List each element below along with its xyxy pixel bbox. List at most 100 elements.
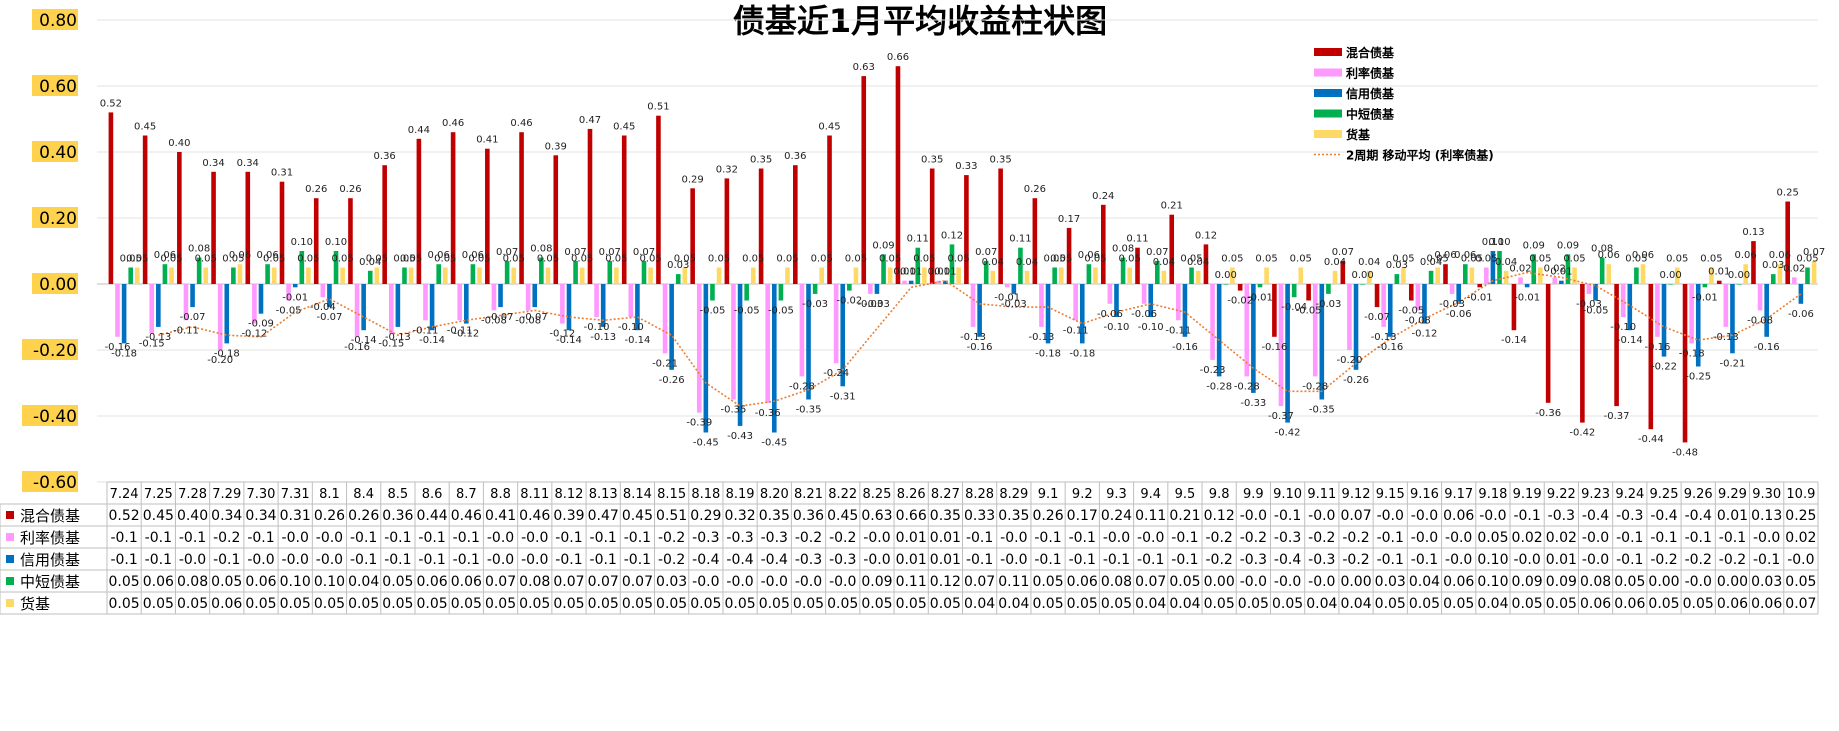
table-cell: 0.03 bbox=[1375, 574, 1406, 590]
data-label: 0.21 bbox=[1161, 201, 1183, 212]
x-tick-label: 9.9 bbox=[1243, 487, 1264, 502]
bar bbox=[1387, 284, 1393, 337]
data-label: 0.26 bbox=[305, 184, 327, 195]
data-label: -0.16 bbox=[344, 342, 370, 353]
table-cell: 0.07 bbox=[622, 574, 653, 590]
data-label: -0.22 bbox=[1651, 362, 1677, 373]
data-label: 0.05 bbox=[434, 254, 456, 265]
table-cell: 0.07 bbox=[1340, 508, 1371, 524]
bar bbox=[1538, 267, 1543, 284]
table-cell: 0.05 bbox=[690, 596, 721, 612]
table-cell: 0.31 bbox=[280, 508, 311, 524]
bar bbox=[1428, 270, 1434, 284]
table-cell: 0.05 bbox=[1169, 574, 1200, 590]
data-labels: 0.52-0.16-0.180.050.050.45-0.15-0.130.06… bbox=[100, 52, 1825, 458]
bar bbox=[108, 112, 114, 285]
data-label: -0.35 bbox=[721, 405, 747, 416]
table-cell: -0.0 bbox=[1308, 508, 1335, 524]
data-label: 0.05 bbox=[571, 254, 593, 265]
table-cell: -0.0 bbox=[487, 552, 514, 568]
table-series-name: 货基 bbox=[20, 595, 50, 613]
bar bbox=[1462, 264, 1468, 284]
table-legend-swatch bbox=[6, 555, 14, 563]
bar bbox=[1456, 284, 1461, 304]
x-tick-label: 9.25 bbox=[1650, 487, 1679, 502]
bar bbox=[1230, 267, 1235, 284]
bar bbox=[868, 284, 873, 294]
bar bbox=[929, 168, 935, 284]
table-cell: -0.3 bbox=[1308, 552, 1335, 568]
table-cell: 0.05 bbox=[1648, 596, 1679, 612]
bar bbox=[252, 284, 257, 324]
data-label: 0.45 bbox=[613, 122, 635, 133]
data-label: -0.20 bbox=[1336, 355, 1362, 366]
bar bbox=[477, 267, 482, 284]
x-tick-label: 9.16 bbox=[1410, 487, 1439, 502]
table-cell: 0.06 bbox=[417, 574, 448, 590]
data-label: 0.36 bbox=[374, 151, 396, 162]
table-cell: -0.1 bbox=[624, 530, 651, 546]
data-label: 0.01 bbox=[934, 267, 956, 278]
bar bbox=[265, 264, 270, 284]
bar bbox=[1435, 267, 1440, 284]
table-cell: -0.2 bbox=[1308, 530, 1335, 546]
bar bbox=[600, 284, 606, 327]
data-label: 0.09 bbox=[872, 240, 894, 251]
data-label: 0.05 bbox=[1666, 254, 1688, 265]
bar bbox=[1743, 264, 1748, 284]
bar bbox=[1586, 284, 1592, 294]
y-tick-bg bbox=[32, 273, 78, 294]
x-tick-label: 8.15 bbox=[657, 487, 686, 502]
bar bbox=[1366, 270, 1372, 284]
data-label: 0.01 bbox=[1708, 267, 1730, 278]
bar bbox=[1216, 284, 1222, 377]
data-label: 0.26 bbox=[339, 184, 361, 195]
bar bbox=[977, 284, 982, 337]
bar bbox=[1648, 284, 1654, 430]
table-cell: -0.0 bbox=[726, 574, 753, 590]
y-tick-bg bbox=[22, 339, 78, 360]
x-tick-label: 9.8 bbox=[1209, 487, 1230, 502]
table-cell: -0.1 bbox=[1719, 530, 1746, 546]
bar bbox=[1237, 284, 1243, 291]
bar bbox=[765, 284, 770, 403]
bar bbox=[1340, 260, 1346, 284]
table-cell: -0.2 bbox=[1685, 552, 1712, 568]
table-cell: -0.1 bbox=[213, 552, 240, 568]
data-label: 0.06 bbox=[1735, 250, 1757, 261]
table-cell: 0.07 bbox=[485, 574, 516, 590]
table-cell: -0.2 bbox=[1719, 552, 1746, 568]
bar bbox=[1518, 277, 1523, 284]
data-label: -0.43 bbox=[727, 431, 753, 442]
data-label: 0.04 bbox=[982, 257, 1004, 268]
x-tick-label: 7.30 bbox=[247, 487, 276, 502]
table-cell: -0.3 bbox=[761, 530, 788, 546]
bar bbox=[587, 128, 593, 284]
table-cell: 0.46 bbox=[519, 508, 550, 524]
bar bbox=[1702, 284, 1708, 288]
bar bbox=[340, 267, 345, 284]
data-label: 0.04 bbox=[1324, 257, 1346, 268]
data-label: -0.03 bbox=[864, 299, 890, 310]
bar bbox=[758, 168, 764, 284]
data-label: 0.09 bbox=[1557, 240, 1579, 251]
bar bbox=[964, 175, 969, 284]
data-label: 0.05 bbox=[297, 254, 319, 265]
table-cell: -0.0 bbox=[1000, 530, 1027, 546]
table-cell: 0.35 bbox=[759, 508, 790, 524]
table-cell: 0.10 bbox=[1477, 552, 1508, 568]
data-label: -0.13 bbox=[590, 332, 616, 343]
table-cell: -0.0 bbox=[1000, 552, 1027, 568]
table-cell: 0.05 bbox=[1512, 596, 1543, 612]
data-label: 0.47 bbox=[579, 115, 601, 126]
data-label: -0.35 bbox=[1309, 405, 1335, 416]
table-cell: -0.2 bbox=[829, 530, 856, 546]
table-legend-swatch bbox=[6, 599, 14, 607]
x-tick-label: 8.14 bbox=[623, 487, 652, 502]
x-tick-label: 9.2 bbox=[1072, 487, 1093, 502]
bar bbox=[682, 267, 688, 284]
table-cell: -0.1 bbox=[590, 530, 617, 546]
table-cell: -0.1 bbox=[1377, 552, 1404, 568]
bar bbox=[1490, 251, 1496, 284]
